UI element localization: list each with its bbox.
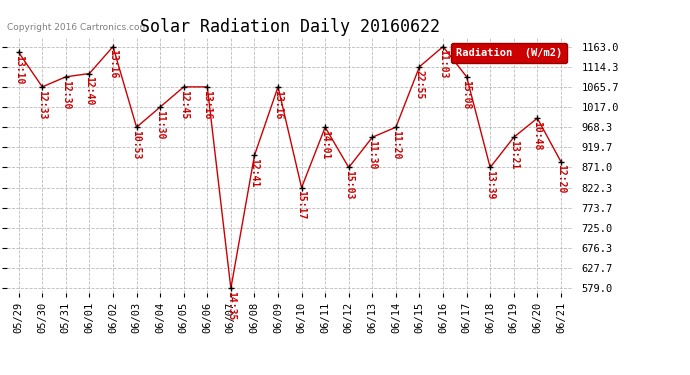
Title: Solar Radiation Daily 20160622: Solar Radiation Daily 20160622 — [140, 18, 440, 36]
Text: 12:30: 12:30 — [61, 80, 71, 109]
Text: 15:08: 15:08 — [462, 80, 471, 109]
Text: 14:01: 14:01 — [320, 130, 330, 159]
Text: 13:10: 13:10 — [14, 55, 23, 84]
Text: 12:40: 12:40 — [84, 76, 95, 106]
Text: 10:53: 10:53 — [132, 130, 141, 159]
Text: Copyright 2016 Cartronics.com: Copyright 2016 Cartronics.com — [7, 23, 148, 32]
Text: 14:35: 14:35 — [226, 291, 236, 321]
Text: 11:30: 11:30 — [155, 110, 165, 139]
Text: 12:20: 12:20 — [556, 165, 566, 194]
Text: 10:48: 10:48 — [533, 121, 542, 150]
Text: 12:45: 12:45 — [179, 90, 188, 119]
Text: 12:33: 12:33 — [37, 90, 47, 119]
Text: 22:55: 22:55 — [415, 69, 424, 99]
Text: 13:21: 13:21 — [509, 140, 519, 170]
Text: 13:39: 13:39 — [485, 170, 495, 200]
Text: 15:03: 15:03 — [344, 170, 354, 200]
Text: 11:30: 11:30 — [367, 140, 377, 170]
Legend: Radiation  (W/m2): Radiation (W/m2) — [451, 43, 567, 63]
Text: 11:03: 11:03 — [438, 50, 448, 79]
Text: 12:41: 12:41 — [250, 158, 259, 188]
Text: 15:17: 15:17 — [297, 190, 306, 220]
Text: 11:20: 11:20 — [391, 130, 401, 159]
Text: 13:16: 13:16 — [108, 50, 118, 79]
Text: 13:16: 13:16 — [273, 90, 283, 119]
Text: 13:16: 13:16 — [202, 90, 213, 119]
